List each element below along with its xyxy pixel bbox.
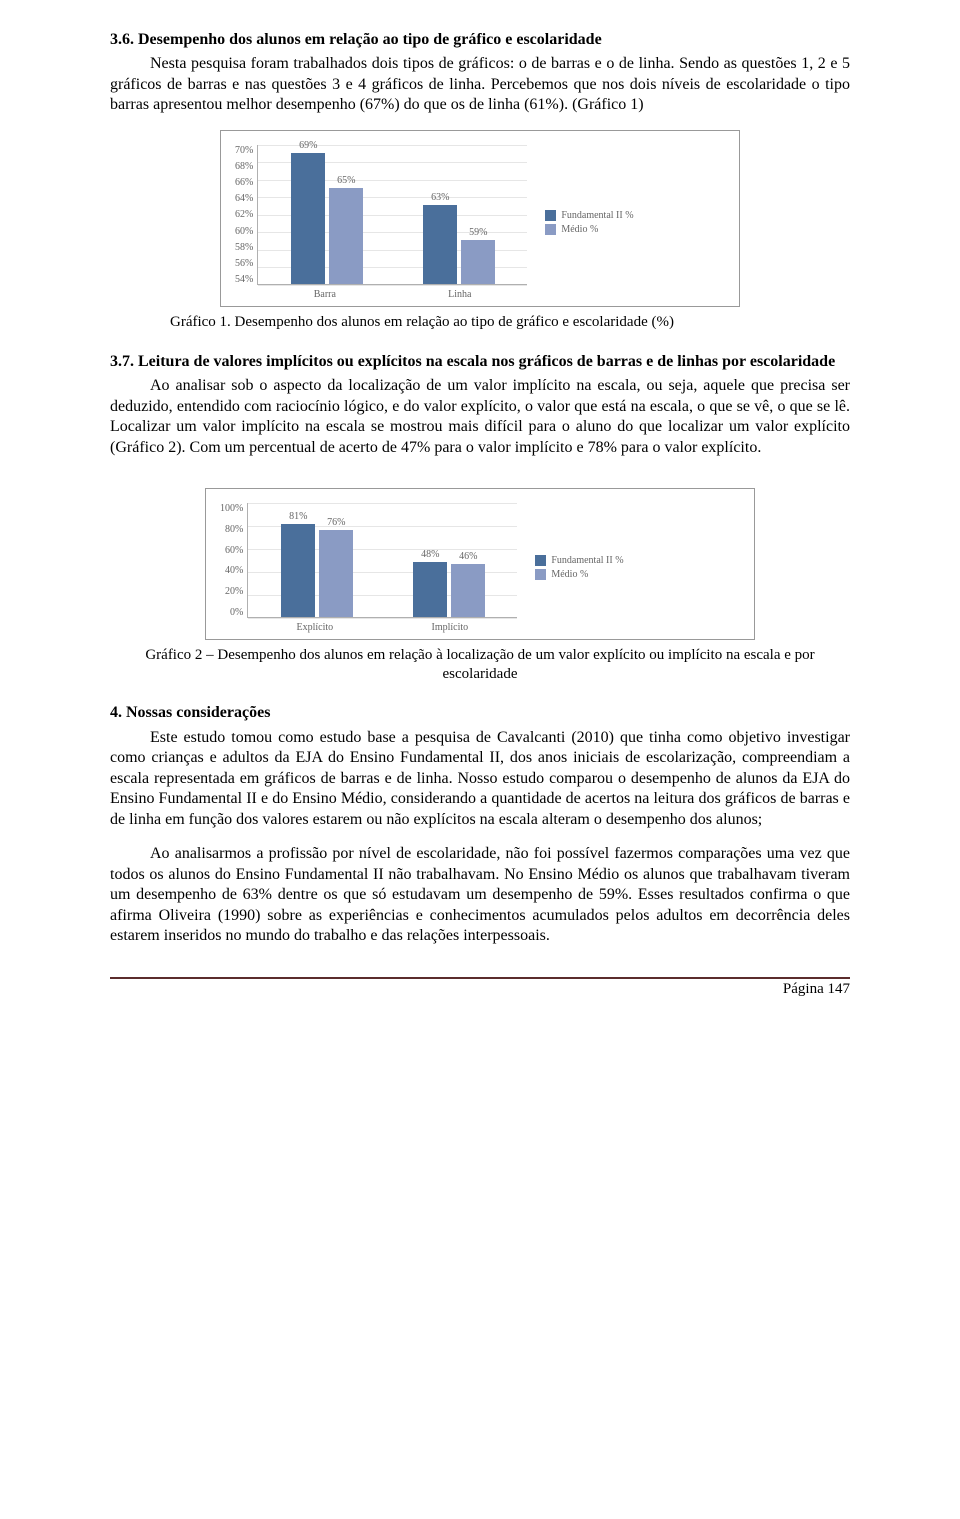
chart-1-yaxis: 70% 68% 66% 64% 62% 60% 58% 56% 54% [235, 145, 257, 285]
bar [423, 205, 457, 284]
chart-2-frame: 100% 80% 60% 40% 20% 0% 81% 76% 48% 46% Explícit… [205, 488, 755, 640]
chart-2-plot: 81% 76% 48% 46% [247, 503, 517, 618]
section-3-7-title: 3.7. Leitura de valores implícitos ou ex… [110, 352, 850, 372]
bar-value-label: 69% [299, 140, 317, 151]
bar [413, 562, 447, 617]
section-3-6-body: Nesta pesquisa foram trabalhados dois ti… [110, 54, 850, 115]
bar-value-label: 46% [459, 551, 477, 562]
ytick-label: 64% [235, 193, 253, 204]
section-3-7-body: Ao analisar sob o aspecto da localização… [110, 376, 850, 458]
ytick-label: 0% [230, 607, 243, 618]
legend-label: Médio % [551, 569, 588, 580]
ytick-label: 60% [235, 226, 253, 237]
bar [281, 524, 315, 617]
xcategory-label: Implícito [382, 622, 517, 633]
page: 3.6. Desempenho dos alunos em relação ao… [55, 0, 905, 1018]
page-footer: Página 147 [110, 977, 850, 998]
gridline [248, 503, 517, 504]
legend-label: Médio % [561, 224, 598, 235]
ytick-label: 62% [235, 209, 253, 220]
ytick-label: 80% [225, 524, 243, 535]
bar-value-label: 63% [431, 192, 449, 203]
ytick-label: 68% [235, 161, 253, 172]
legend-label: Fundamental II % [561, 210, 633, 221]
gridline [258, 285, 527, 286]
ytick-label: 66% [235, 177, 253, 188]
legend-swatch [535, 555, 546, 566]
legend-swatch [535, 569, 546, 580]
xcategory-label: Explícito [247, 622, 382, 633]
ytick-label: 20% [225, 586, 243, 597]
legend-item: Médio % [535, 569, 623, 580]
bar [291, 153, 325, 284]
ytick-label: 58% [235, 242, 253, 253]
chart-1-caption: Gráfico 1. Desempenho dos alunos em rela… [130, 313, 850, 332]
bar [319, 530, 353, 617]
legend-swatch [545, 210, 556, 221]
xcategory-label: Barra [257, 289, 392, 300]
bar-value-label: 81% [289, 511, 307, 522]
xcategory-label: Linha [392, 289, 527, 300]
legend-item: Fundamental II % [535, 555, 623, 566]
legend-item: Médio % [545, 224, 633, 235]
ytick-label: 40% [225, 565, 243, 576]
chart-1-plot: 69%65%63%59% [257, 145, 527, 285]
bar-value-label: 76% [327, 517, 345, 528]
page-number: Página 147 [783, 981, 850, 997]
bar [329, 188, 363, 284]
section-4-p1: Este estudo tomou como estudo base a pes… [110, 728, 850, 830]
bar-value-label: 65% [337, 175, 355, 186]
chart-2-caption: Gráfico 2 – Desempenho dos alunos em rel… [110, 646, 850, 684]
ytick-label: 70% [235, 145, 253, 156]
ytick-label: 56% [235, 258, 253, 269]
ytick-label: 60% [225, 545, 243, 556]
chart-2-xaxis: ExplícitoImplícito [247, 622, 517, 633]
chart-1-frame: 70% 68% 66% 64% 62% 60% 58% 56% 54% 69% 65% 63% 59%… [220, 130, 740, 307]
legend-swatch [545, 224, 556, 235]
chart-1-xaxis: BarraLinha [257, 289, 527, 300]
ytick-label: 100% [220, 503, 243, 514]
bar [451, 564, 485, 617]
chart-2-wrap: 100% 80% 60% 40% 20% 0% 81% 76% 48% 46% Explícit… [110, 488, 850, 640]
chart-2-legend: Fundamental II % Médio % [535, 552, 623, 583]
chart-1-legend: Fundamental II % Médio % [545, 207, 633, 238]
section-4-title: 4. Nossas considerações [110, 703, 850, 723]
section-3-6-title: 3.6. Desempenho dos alunos em relação ao… [110, 30, 850, 50]
bar-value-label: 59% [469, 227, 487, 238]
chart-1-wrap: 70% 68% 66% 64% 62% 60% 58% 56% 54% 69% 65% 63% 59%… [110, 130, 850, 307]
gridline [248, 618, 517, 619]
chart-2-yaxis: 100% 80% 60% 40% 20% 0% [220, 503, 247, 618]
legend-item: Fundamental II % [545, 210, 633, 221]
bar [461, 240, 495, 284]
ytick-label: 54% [235, 274, 253, 285]
bar-value-label: 48% [421, 549, 439, 560]
legend-label: Fundamental II % [551, 555, 623, 566]
section-4-p2: Ao analisarmos a profissão por nível de … [110, 844, 850, 946]
